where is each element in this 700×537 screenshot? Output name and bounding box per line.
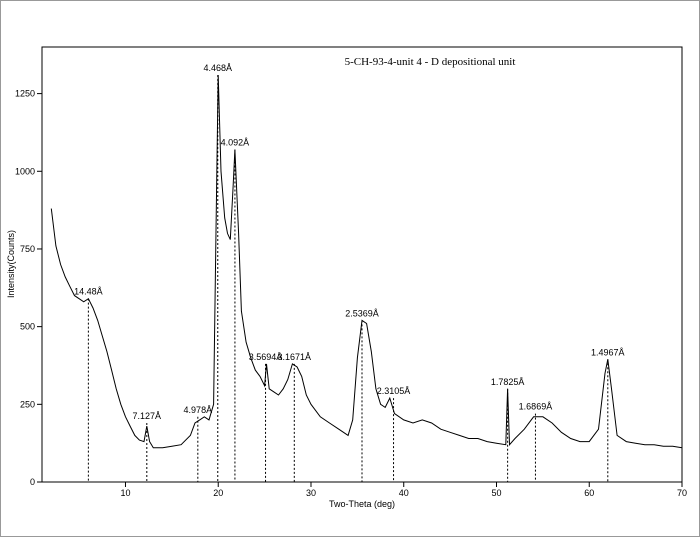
peak-label: 2.3105Å (377, 386, 411, 396)
peak-label: 7.127Å (133, 411, 162, 421)
x-tick-label: 20 (213, 488, 223, 498)
peak-label: 4.978Å (184, 405, 213, 415)
y-tick-label: 250 (20, 399, 35, 409)
peak-label: 2.5369Å (345, 308, 379, 318)
x-tick-label: 40 (399, 488, 409, 498)
peak-label: 3.1671Å (278, 352, 312, 362)
data-line (50, 74, 683, 449)
peak-label: 1.4967Å (591, 347, 625, 357)
x-tick-label: 30 (306, 488, 316, 498)
y-tick-label: 1250 (15, 89, 35, 99)
y-tick-label: 500 (20, 322, 35, 332)
peak-label: 14.48Å (74, 287, 103, 297)
x-tick-label: 50 (491, 488, 501, 498)
peak-label: 1.7825Å (491, 377, 525, 387)
x-tick-label: 70 (677, 488, 687, 498)
y-tick-label: 750 (20, 244, 35, 254)
peak-label: 4.092Å (221, 138, 250, 148)
x-tick-label: 10 (120, 488, 130, 498)
x-tick-label: 60 (584, 488, 594, 498)
peak-label: 1.6869Å (519, 402, 553, 412)
y-tick-label: 0 (30, 477, 35, 487)
peak-label: 3.5694Å (249, 352, 283, 362)
y-tick-label: 1000 (15, 166, 35, 176)
chart-title: 5-CH-93-4-unit 4 - D depositional unit (345, 56, 516, 68)
x-axis-label: Two-Theta (deg) (329, 499, 395, 509)
peak-label: 4.468Å (204, 63, 233, 73)
y-axis-label: Intensity(Counts) (6, 230, 16, 298)
